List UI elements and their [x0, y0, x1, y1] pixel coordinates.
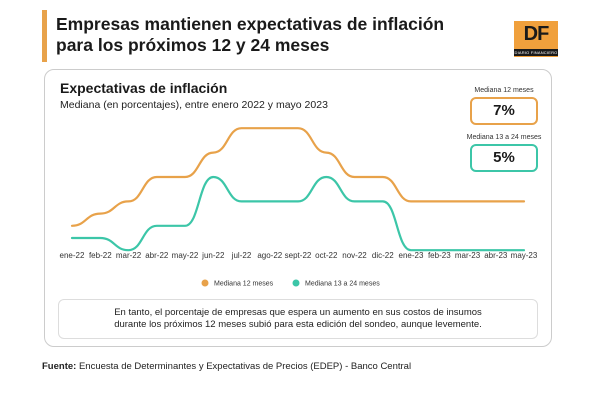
series-line-12-meses: [70, 127, 526, 227]
x-tick-label: abr-22: [145, 251, 169, 260]
x-tick-label: ago-22: [257, 251, 282, 260]
source-line: Fuente: Encuesta de Determinantes y Expe…: [42, 361, 411, 372]
chart-title: Expectativas de inflación: [60, 80, 228, 96]
kpi-12m-label: Mediana 12 meses: [474, 87, 534, 94]
kpi-24m-label: Mediana 13 a 24 meses: [466, 134, 542, 141]
legend-marker: [292, 279, 300, 287]
x-tick-label: sept-22: [285, 251, 312, 260]
x-tick-label: abr-23: [484, 251, 508, 260]
x-tick-label: oct-22: [315, 251, 338, 260]
logo-mark: DF: [523, 23, 550, 45]
headline-accent-bar: [42, 10, 47, 62]
x-tick-label: nov-22: [342, 251, 367, 260]
df-logo: DF DIARIO FINANCIERO: [514, 21, 558, 57]
source-label: Fuente:: [42, 361, 77, 372]
kpi-24m-value: 5%: [470, 144, 538, 172]
x-tick-label: mar-22: [116, 251, 142, 260]
x-tick-label: feb-22: [89, 251, 112, 260]
legend-label: Mediana 12 meses: [214, 281, 274, 288]
chart-card: [44, 69, 552, 347]
x-tick-label: may-22: [172, 251, 199, 260]
x-tick-label: dic-22: [372, 251, 394, 260]
x-tick-label: feb-23: [428, 251, 451, 260]
headline: Empresas mantienen expectativas de infla…: [56, 14, 445, 55]
x-tick-label: ene-22: [60, 251, 85, 260]
series-line-13-a-24-meses: [70, 175, 526, 252]
note-box: En tanto, el porcentaje de empresas que …: [58, 299, 538, 339]
x-tick-label: ene-23: [399, 251, 424, 260]
logo-tagline: DIARIO FINANCIERO: [514, 49, 558, 56]
x-tick-label: jun-22: [201, 251, 225, 260]
x-tick-label: may-23: [511, 251, 538, 260]
chart-subtitle: Mediana (en porcentajes), entre enero 20…: [60, 99, 328, 111]
x-tick-label: jul-22: [231, 251, 252, 260]
x-tick-label: mar-23: [455, 251, 481, 260]
legend-label: Mediana 13 a 24 meses: [305, 281, 380, 288]
source-text: Encuesta de Determinantes y Expectativas…: [76, 361, 412, 372]
legend-marker: [201, 279, 209, 287]
kpi-12m-value: 7%: [470, 97, 538, 125]
